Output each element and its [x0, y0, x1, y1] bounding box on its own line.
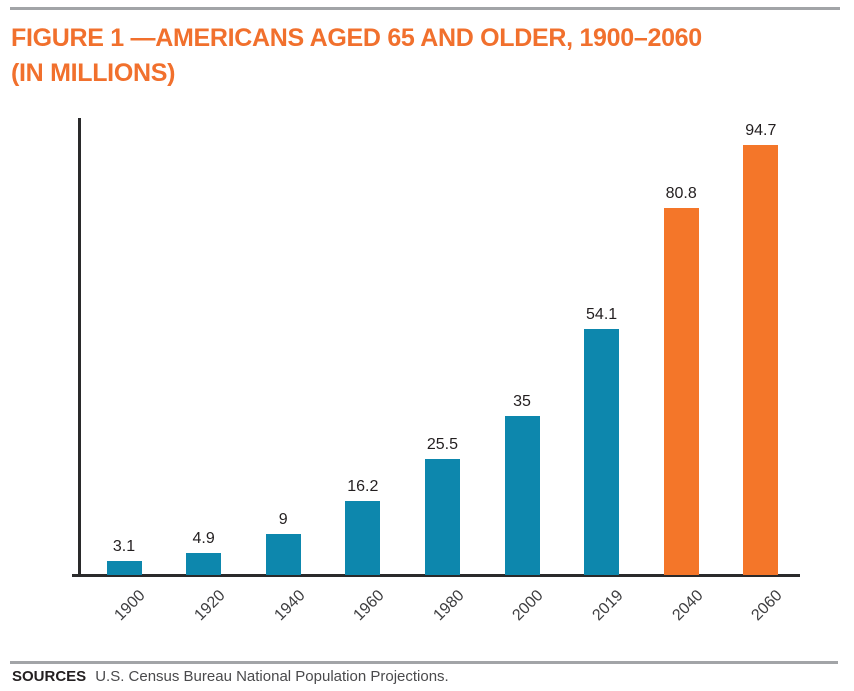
bar-2040 [664, 208, 699, 575]
bar-value-label-1940: 9 [278, 511, 288, 528]
bar-2019 [584, 329, 619, 575]
bar-value-label-1900: 3.1 [112, 538, 136, 555]
sources-line: SOURCES U.S. Census Bureau National Popul… [12, 668, 449, 685]
figure-title-line-2: (IN MILLIONS) [11, 59, 176, 87]
x-tick-label-2040: 2040 [669, 587, 707, 625]
bar-2000 [505, 416, 540, 575]
bar-chart: 3.1 1900 4.9 1920 9 1940 16.2 1960 25.5 1980 35 200… [72, 118, 800, 625]
y-axis-line [78, 118, 81, 575]
bar-value-label-2040: 80.8 [665, 185, 697, 202]
bar-value-label-2060: 94.7 [745, 122, 777, 139]
figure-title: FIGURE 1 —AMERICANS AGED 65 AND OLDER, 1… [11, 21, 702, 91]
bar-2060 [743, 145, 778, 575]
x-tick-label-2019: 2019 [589, 587, 627, 625]
x-tick-label-1940: 1940 [271, 587, 309, 625]
bar-1980 [425, 459, 460, 575]
bar-1960 [345, 501, 380, 575]
bar-value-label-1980: 25.5 [426, 436, 458, 453]
bottom-divider [10, 661, 838, 664]
x-tick-label-1900: 1900 [111, 587, 150, 625]
x-tick-label-1920: 1920 [191, 587, 229, 625]
bar-value-label-2019: 54.1 [586, 306, 618, 323]
sources-text: U.S. Census Bureau National Population P… [95, 668, 449, 685]
x-tick-label-1980: 1980 [430, 587, 468, 625]
x-tick-label-2000: 2000 [509, 587, 548, 625]
bar-1940 [266, 534, 301, 575]
bar-value-label-1920: 4.9 [192, 530, 215, 547]
x-tick-label-2060: 2060 [748, 587, 786, 625]
bar-value-label-1960: 16.2 [347, 478, 379, 495]
top-divider [10, 7, 840, 10]
bar-value-label-2000: 35 [513, 393, 531, 410]
sources-label: SOURCES [12, 668, 87, 685]
x-tick-label-1960: 1960 [350, 587, 388, 625]
bar-1920 [186, 553, 221, 575]
x-axis-line [72, 574, 800, 577]
figure-title-line-1: FIGURE 1 —AMERICANS AGED 65 AND OLDER, 1… [11, 24, 702, 52]
bar-1900 [107, 561, 142, 575]
